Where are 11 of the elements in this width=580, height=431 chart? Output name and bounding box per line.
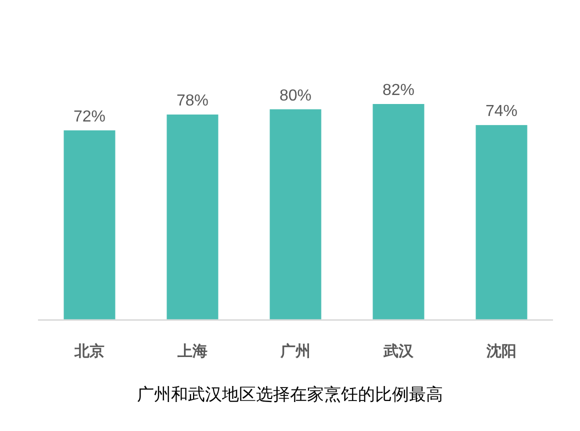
data-label: 74% <box>485 103 518 120</box>
x-tick-label: 北京 <box>74 342 104 360</box>
x-tick-label: 广州 <box>280 342 310 360</box>
data-label: 82% <box>382 82 415 99</box>
text: 广州和武汉地区选择在家烹饪的比例最高 <box>137 385 443 404</box>
x-tick-label: 沈阳 <box>486 343 516 360</box>
data-label: 72% <box>73 108 106 126</box>
x-tick-label: 上海 <box>176 343 208 360</box>
data-label: 80% <box>279 87 312 104</box>
data-label: 78% <box>176 92 209 110</box>
x-tick-label: 武汉 <box>382 343 414 360</box>
